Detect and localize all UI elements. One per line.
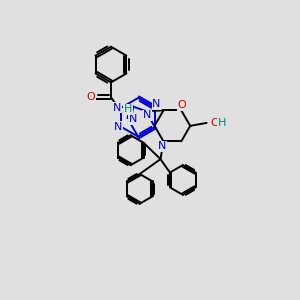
Text: O: O bbox=[210, 118, 219, 128]
Text: H: H bbox=[218, 118, 226, 128]
Text: N: N bbox=[114, 122, 122, 132]
Text: N: N bbox=[143, 110, 151, 120]
Text: H: H bbox=[124, 104, 132, 114]
Text: N: N bbox=[129, 114, 137, 124]
Text: N: N bbox=[113, 103, 121, 112]
Text: N: N bbox=[152, 99, 160, 109]
Text: O: O bbox=[86, 92, 95, 102]
Text: O: O bbox=[178, 100, 186, 110]
Text: N: N bbox=[158, 141, 166, 152]
